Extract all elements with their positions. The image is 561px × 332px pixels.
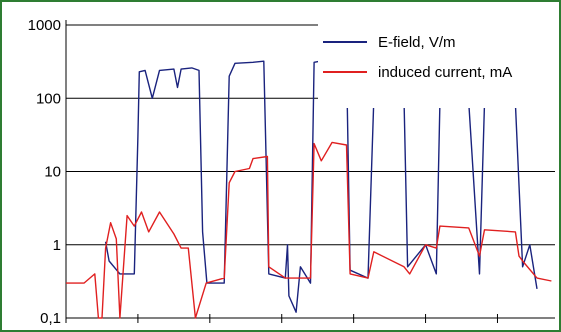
y-tick-labels: 0,1 1 10 100 1000 bbox=[28, 17, 61, 327]
series-lines bbox=[66, 58, 552, 319]
series-line-current bbox=[66, 141, 552, 319]
series-line-efield bbox=[104, 58, 538, 313]
legend-label-current: induced current, mA bbox=[378, 64, 512, 81]
y-tick-label-4: 1000 bbox=[28, 17, 61, 34]
y-tick-label-1: 1 bbox=[53, 237, 61, 254]
y-tick-label-2: 10 bbox=[44, 164, 61, 181]
y-tick-label-0: 0,1 bbox=[40, 310, 61, 327]
axes bbox=[65, 20, 555, 323]
legend: E-field, V/m induced current, mA bbox=[318, 22, 556, 108]
y-tick-label-3: 100 bbox=[36, 90, 61, 107]
legend-label-efield: E-field, V/m bbox=[378, 34, 456, 51]
legend-box bbox=[318, 22, 556, 108]
